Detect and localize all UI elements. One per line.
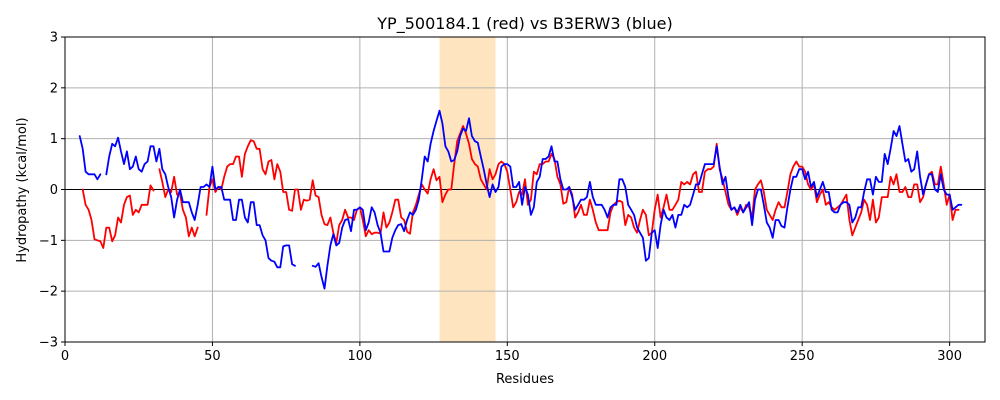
y-tick-label: 0 (50, 183, 58, 198)
y-axis-label: Hydropathy (kcal/mol) (15, 117, 30, 262)
series-1-line-segment-1 (105, 136, 296, 269)
x-tick-label: 200 (642, 349, 667, 364)
tick-layer: 0 50 100 150 200 250 300 −3 −2 −1 0 1 2 3 (39, 31, 962, 365)
series-0-line-segment-2 (205, 125, 960, 244)
x-axis-label: Residues (496, 372, 554, 387)
y-tick-label: 3 (50, 31, 58, 46)
y-tick-label: 2 (50, 81, 58, 96)
y-tick-label: −1 (39, 234, 58, 249)
y-tick-label: −3 (39, 336, 58, 351)
series-layer (78, 109, 963, 290)
series-1-line-segment-0 (78, 135, 102, 181)
series-0-line-segment-0 (81, 184, 155, 249)
x-tick-label: 150 (495, 349, 520, 364)
x-tick-label: 300 (937, 349, 962, 364)
x-tick-label: 100 (347, 349, 372, 364)
series-1-line-segment-2 (311, 109, 963, 290)
x-tick-label: 0 (61, 349, 69, 364)
x-tick-label: 250 (790, 349, 815, 364)
x-tick-label: 50 (204, 349, 221, 364)
y-tick-label: 1 (50, 132, 58, 147)
y-tick-label: −2 (39, 285, 58, 300)
chart-title: YP_500184.1 (red) vs B3ERW3 (blue) (376, 14, 672, 34)
